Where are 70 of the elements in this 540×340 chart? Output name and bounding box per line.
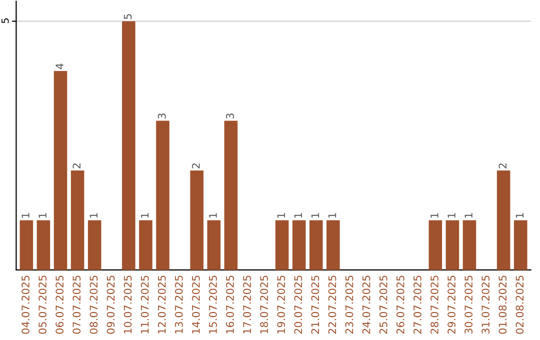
data-label: 5 (124, 14, 132, 20)
data-label: 1 (209, 213, 217, 218)
bar (70, 170, 84, 270)
x-tick-label: 02.08.2025 (516, 276, 524, 334)
x-tick-label: 06.07.2025 (56, 276, 64, 334)
data-label: 1 (430, 213, 438, 218)
x-tick-label: 29.07.2025 (448, 276, 456, 334)
bar (326, 220, 340, 270)
bar (156, 120, 170, 270)
x-tick-label: 15.07.2025 (209, 276, 217, 334)
data-label: 2 (498, 164, 506, 168)
x-tick-label: 23.07.2025 (345, 276, 354, 334)
bar (292, 220, 306, 270)
data-label: 2 (192, 164, 200, 168)
x-tick-label: 20.07.2025 (294, 276, 302, 334)
data-label: 1 (38, 213, 46, 218)
x-tick-label: 25.07.2025 (379, 276, 388, 334)
bar (88, 220, 102, 270)
x-tick-label: 27.07.2025 (413, 276, 422, 334)
data-label: 1 (22, 213, 30, 218)
bar (207, 220, 221, 270)
x-tick-label: 14.07.2025 (192, 276, 200, 334)
x-tick-label: 31.07.2025 (482, 276, 490, 334)
bar (462, 220, 476, 270)
x-tick-label: 30.07.2025 (464, 276, 472, 334)
data-label: 1 (277, 213, 285, 218)
bar (122, 21, 136, 270)
x-tick-label: 28.07.2025 (430, 276, 438, 334)
data-label: 3 (226, 114, 234, 119)
data-label: 2 (72, 164, 80, 168)
x-tick-label: 04.07.2025 (22, 276, 30, 334)
x-tick-label: 12.07.2025 (158, 276, 166, 334)
x-tick-label: 07.07.2025 (72, 276, 81, 334)
x-tick-label: 01.08.2025 (498, 276, 507, 334)
bar (224, 120, 238, 270)
x-tick-label: 24.07.2025 (362, 276, 370, 334)
data-label: 3 (158, 114, 166, 119)
x-tick-label: 11.07.2025 (140, 276, 149, 334)
data-label: 1 (294, 213, 302, 218)
x-tick-label: 18.07.2025 (260, 276, 268, 334)
bar (36, 220, 50, 270)
data-label: 1 (516, 213, 524, 218)
data-label: 1 (464, 213, 472, 218)
data-label: 4 (56, 64, 64, 70)
bar (190, 170, 204, 270)
bar (54, 70, 68, 270)
x-tick-label: 17.07.2025 (243, 276, 251, 334)
x-tick-label: 10.07.2025 (124, 276, 132, 334)
bar (20, 220, 34, 270)
bar (446, 220, 460, 270)
bar (139, 220, 152, 270)
x-tick-label: 21.07.2025 (311, 276, 320, 334)
x-tick-label: 13.07.2025 (174, 276, 183, 334)
data-label: 1 (90, 213, 98, 218)
x-tick-label: 08.07.2025 (90, 276, 98, 334)
bar (514, 220, 528, 270)
data-label: 1 (328, 213, 336, 218)
bar (496, 170, 510, 270)
x-tick-label: 19.07.2025 (277, 276, 286, 334)
x-tick-label: 26.07.2025 (396, 276, 404, 334)
x-tick-label: 16.07.2025 (226, 276, 234, 334)
x-tick-label: 09.07.2025 (106, 276, 115, 334)
data-label: 1 (311, 213, 319, 218)
bar (428, 220, 442, 270)
x-tick-label: 22.07.2025 (328, 276, 336, 334)
bar (275, 220, 289, 270)
data-label: 1 (448, 213, 456, 218)
data-label: 1 (140, 213, 149, 218)
x-tick-label: 05.07.2025 (38, 276, 46, 334)
bar (309, 220, 323, 270)
